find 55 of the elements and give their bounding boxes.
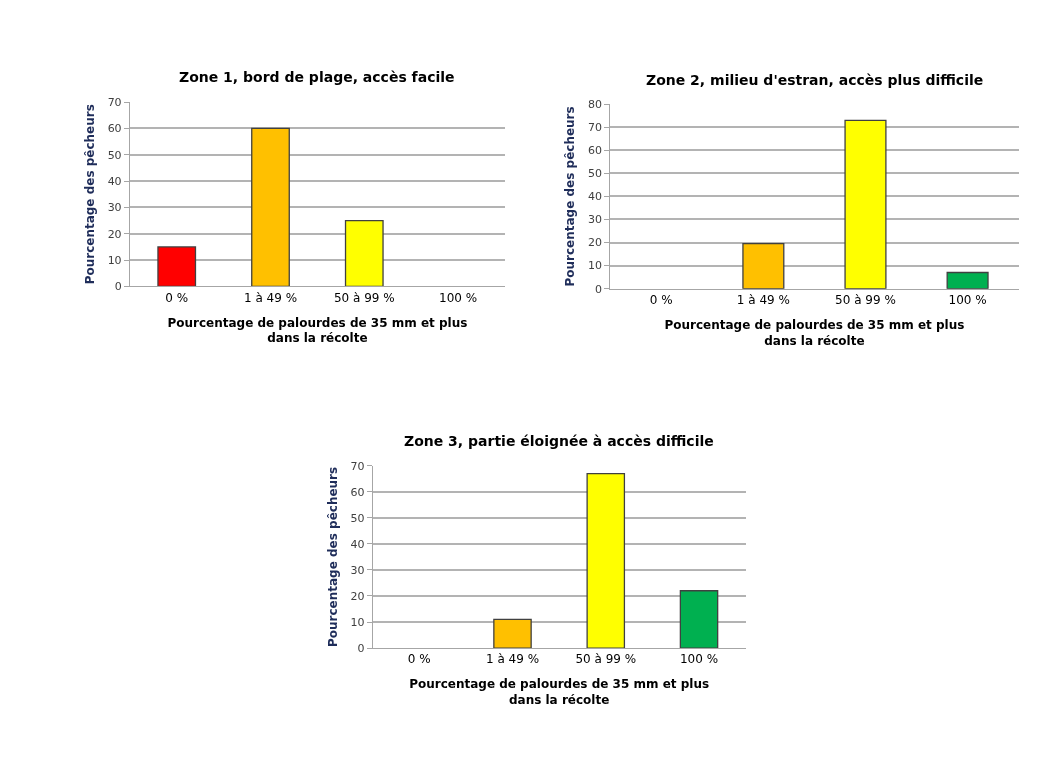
- y-axis-title: Pourcentage des pêcheurs: [82, 104, 97, 285]
- y-tick-label: 60: [587, 144, 602, 158]
- y-tick-label: 70: [350, 459, 365, 473]
- y-tick-label: 0: [594, 282, 602, 296]
- x-tick-label: 50 à 99 %: [835, 293, 896, 308]
- y-tick-label: 30: [107, 201, 122, 215]
- x-tick-label: 50 à 99 %: [333, 290, 395, 305]
- x-tick-label: 100 %: [948, 293, 987, 308]
- bar: [251, 127, 290, 287]
- x-tick-label: 50 à 99 %: [575, 652, 637, 667]
- x-tick-label: 100 %: [439, 290, 478, 305]
- y-tick-label: 70: [107, 95, 122, 109]
- y-tick-label: 10: [350, 615, 365, 629]
- x-axis-title: Pourcentage de palourdes de 35 mm et plus dans la récolte: [664, 317, 965, 348]
- y-tick-label: 30: [587, 213, 602, 227]
- bar: [157, 246, 197, 287]
- y-axis-title: Pourcentage des pêcheurs: [563, 106, 578, 287]
- y-tick-label: 20: [107, 227, 122, 241]
- y-axis-title: Pourcentage des pêcheurs: [325, 466, 340, 648]
- chart-title: Zone 3, partie éloignée à accès difficile: [404, 433, 714, 449]
- bar: [742, 243, 785, 289]
- y-tick-label: 70: [587, 121, 602, 135]
- bar: [946, 271, 989, 289]
- chart-title: Zone 2, milieu d'estran, accès plus difficile: [646, 72, 984, 88]
- x-tick-label: 0 %: [649, 293, 673, 308]
- x-tick-label: 1 à 49 %: [243, 290, 298, 305]
- x-tick-label: 1 à 49 %: [485, 652, 540, 667]
- chart-title: Zone 1, bord de plage, accès facile: [179, 69, 455, 85]
- bar: [844, 119, 887, 289]
- y-tick-label: 0: [357, 641, 365, 655]
- y-tick-label: 40: [350, 537, 365, 551]
- bar: [493, 618, 532, 649]
- x-tick-label: 0 %: [407, 652, 431, 667]
- y-tick-label: 40: [107, 174, 122, 188]
- y-tick-label: 50: [107, 148, 122, 162]
- y-tick-label: 40: [587, 190, 602, 204]
- y-tick-label: 0: [114, 280, 122, 294]
- bar: [679, 590, 719, 649]
- x-axis-title: Pourcentage de palourdes de 35 mm et plus dans la récolte: [409, 677, 710, 707]
- bar: [344, 219, 384, 287]
- x-axis-title: Pourcentage de palourdes de 35 mm et plus dans la récolte: [167, 315, 468, 346]
- x-tick-label: 0 %: [165, 290, 189, 305]
- y-tick-label: 20: [350, 589, 365, 603]
- x-tick-label: 1 à 49 %: [736, 293, 790, 308]
- y-tick-label: 10: [107, 253, 122, 267]
- y-tick-label: 50: [587, 167, 602, 181]
- y-tick-label: 60: [350, 485, 365, 499]
- bar: [586, 472, 626, 649]
- y-tick-label: 80: [587, 98, 602, 112]
- x-tick-label: 100 %: [679, 652, 719, 667]
- y-tick-label: 10: [587, 259, 602, 273]
- y-tick-label: 20: [587, 236, 602, 250]
- y-tick-label: 50: [350, 511, 365, 525]
- y-tick-label: 30: [350, 563, 365, 577]
- y-tick-label: 60: [107, 122, 122, 136]
